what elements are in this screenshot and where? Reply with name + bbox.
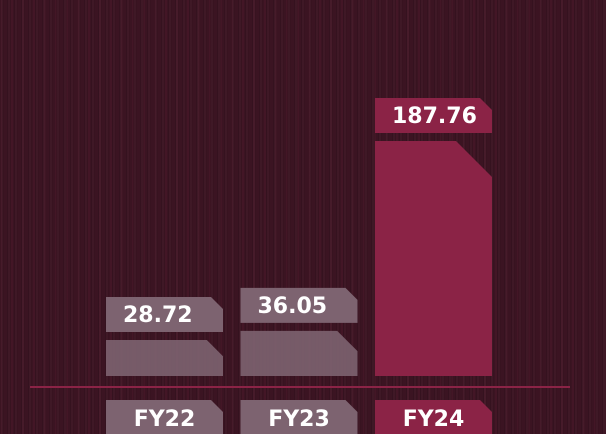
category-box (240, 400, 358, 434)
category-box (106, 400, 223, 434)
value-label-box (240, 287, 358, 323)
category-box (375, 400, 492, 434)
x-tick-label: FY24 (403, 407, 465, 432)
bar (240, 330, 358, 376)
value-label: 36.05 (258, 294, 328, 319)
x-tick-label: FY22 (134, 407, 196, 432)
bar (375, 141, 492, 376)
value-label-box (106, 297, 223, 333)
value-label: 187.76 (392, 104, 477, 129)
value-label-box (375, 98, 492, 133)
x-tick-label: FY23 (268, 407, 330, 432)
bar (106, 340, 223, 376)
value-label: 28.72 (123, 303, 193, 328)
